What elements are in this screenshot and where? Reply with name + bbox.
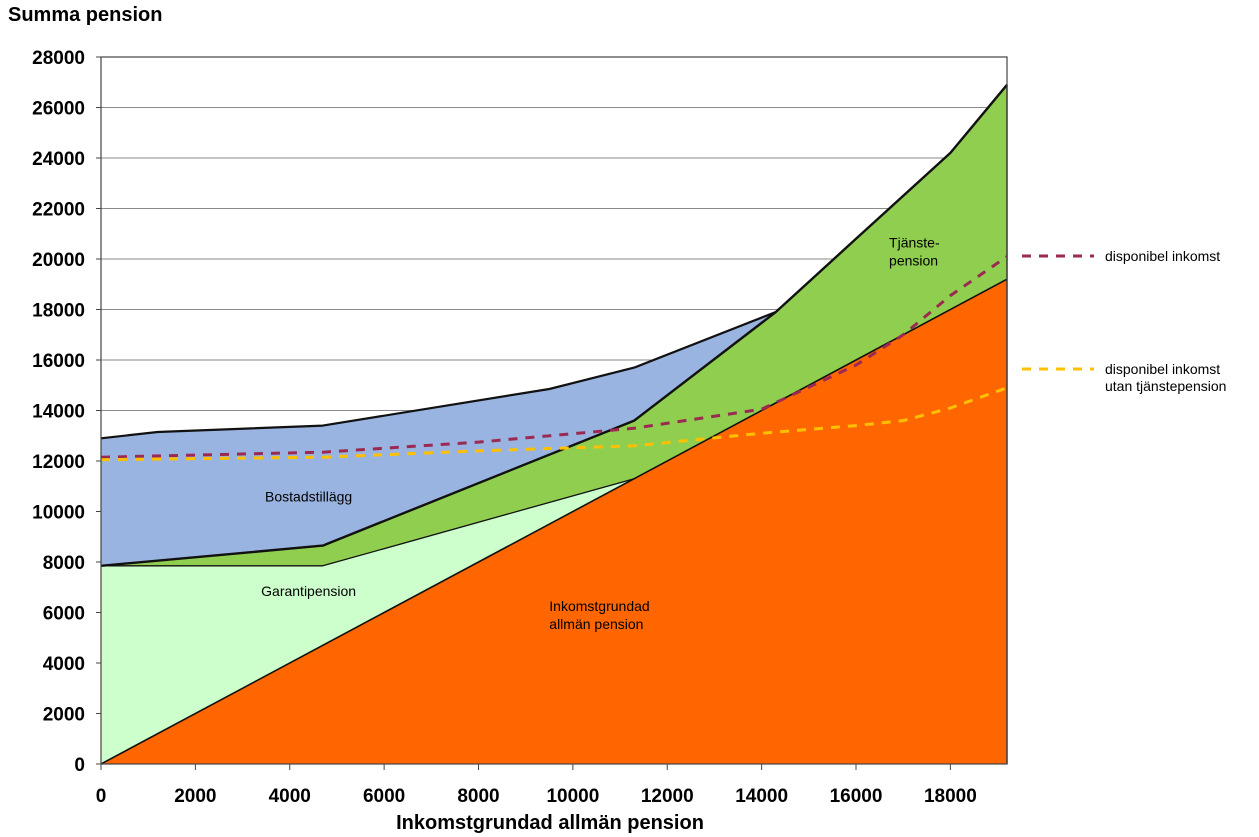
y-tick-label: 0 [74,755,85,776]
x-tick-label: 10000 [546,786,599,807]
x-tick-label: 4000 [269,786,311,807]
x-tick-label: 6000 [363,786,405,807]
y-tick-label: 6000 [43,604,85,625]
y-tick-label: 2000 [43,705,85,726]
legend: disponibel inkomst disponibel inkomst utan… [1022,248,1226,394]
y-tick-label: 22000 [32,200,85,221]
y-tick-labels: 0 2000 4000 6000 8000 10000 12000 14000 16000 180… [32,48,101,776]
y-axis-title: Summa pension [8,4,162,27]
x-tick-label: 8000 [457,786,499,807]
legend-label-disp: disponibel inkomst [1105,248,1220,264]
y-tick-label: 16000 [32,351,85,372]
area-label-bostad: Bostadstillägg [265,488,352,504]
x-tick-label: 0 [96,786,107,807]
y-tick-label: 26000 [32,99,85,120]
y-tick-label: 8000 [43,553,85,574]
legend-label-disp_utan: disponibel inkomst utan tjänstepension [1105,361,1226,394]
area-label-garanti: Garantipension [261,583,356,599]
y-tick-label: 10000 [32,503,85,524]
x-axis-title: Inkomstgrundad allmän pension [0,812,1100,835]
x-tick-label: 18000 [924,786,977,807]
x-tick-labels: 0 2000 4000 6000 8000 10000 12000 14000 16000 180… [96,764,977,807]
y-tick-label: 12000 [32,452,85,473]
y-tick-label: 28000 [32,48,85,69]
y-tick-label: 14000 [32,402,85,423]
y-tick-label: 4000 [43,654,85,675]
y-tick-label: 20000 [32,250,85,271]
x-tick-label: 16000 [830,786,883,807]
y-tick-label: 24000 [32,149,85,170]
x-tick-label: 12000 [641,786,694,807]
x-tick-label: 14000 [735,786,788,807]
x-tick-label: 2000 [174,786,216,807]
y-tick-label: 18000 [32,301,85,322]
